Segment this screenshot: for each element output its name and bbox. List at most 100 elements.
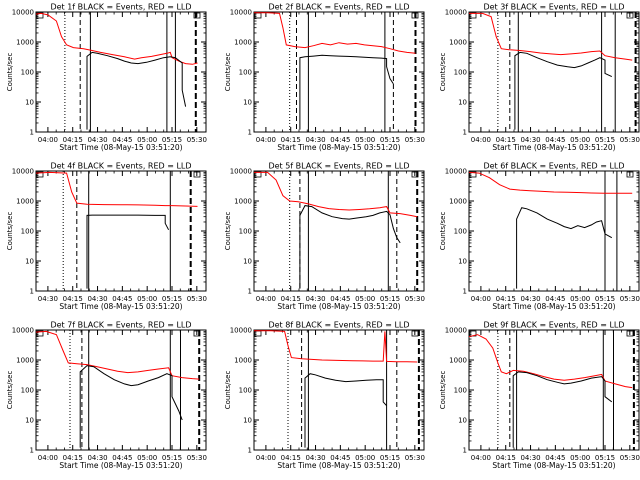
y-axis-label: Counts/sec (439, 53, 447, 92)
y-tick-label: 10 (458, 99, 467, 107)
y-tick-label: 1000 (234, 198, 252, 206)
x-tick-label: 05:00 (570, 454, 590, 462)
x-tick-label: 05:15 (162, 136, 182, 144)
x-tick-label: 05:15 (162, 295, 182, 303)
x-tick-label: 05:30 (187, 136, 207, 144)
x-axis-label: Start Time (08-May-15 03:51:20) (277, 461, 400, 470)
y-tick-label: 10000 (12, 327, 34, 335)
x-tick-label: 04:30 (305, 136, 325, 144)
x-tick-label: 04:30 (38, 295, 58, 303)
y-tick-label: 10000 (230, 327, 252, 335)
series-line-events (514, 51, 613, 130)
y-tick-label: 1 (463, 288, 467, 296)
y-tick-label: 1 (30, 288, 34, 296)
plot-frame (35, 170, 207, 292)
corner-marker (626, 12, 634, 19)
y-tick-label: 10000 (445, 168, 467, 176)
x-tick-label: 04:15 (496, 136, 516, 144)
x-tick-label: 04:15 (281, 295, 301, 303)
x-tick-label: 05:30 (405, 454, 425, 462)
x-tick-label: 05:15 (595, 295, 615, 303)
x-tick-label: 05:15 (162, 454, 182, 462)
x-axis-label: Start Time (08-May-15 03:51:20) (277, 143, 400, 152)
series-line-lld (468, 334, 633, 389)
series-line-events (516, 207, 613, 289)
y-tick-label: 1000 (449, 39, 467, 47)
series-line-events (304, 373, 387, 448)
x-tick-label: 05:15 (380, 295, 400, 303)
x-tick-label: 04:45 (330, 295, 350, 303)
corner-marker (411, 330, 419, 337)
x-tick-label: 04:30 (520, 454, 540, 462)
y-tick-label: 100 (239, 228, 252, 236)
series-line-events (299, 54, 394, 130)
chart-panel: Det 2f BLACK = Events, RED = LLD 1 10 100 10… (224, 3, 425, 153)
y-tick-label: 100 (21, 387, 34, 395)
chart-title: Det 8f BLACK = Events, RED = LLD (268, 321, 409, 330)
chart-title: Det 9f BLACK = Events, RED = LLD (483, 321, 624, 330)
y-tick-label: 10 (243, 417, 252, 425)
y-tick-label: 100 (239, 69, 252, 77)
x-tick-label: 04:00 (256, 454, 276, 462)
x-tick-label: 04:45 (330, 136, 350, 144)
x-tick-label: 04:00 (256, 295, 276, 303)
series-line-lld (254, 171, 418, 218)
series-line-events (79, 365, 183, 448)
x-tick-label: 05:00 (355, 295, 375, 303)
series-line-lld (468, 171, 633, 194)
chart-panel: Det 9f BLACK = Events, RED = LLD 1 10 100 10… (439, 321, 640, 471)
chart-panel: Det 4f BLACK = Events, RED = LLD 1 10 100 10… (6, 162, 207, 312)
chart-title: Det 3f BLACK = Events, RED = LLD (483, 3, 624, 12)
corner-marker (193, 171, 201, 178)
x-tick-label: 05:00 (355, 136, 375, 144)
corner-marker (626, 171, 634, 178)
chart-title: Det 5f BLACK = Events, RED = LLD (268, 162, 409, 171)
y-axis-label: Counts/sec (439, 212, 447, 251)
x-axis-label: Start Time (08-May-15 03:51:20) (277, 302, 400, 311)
y-tick-label: 10 (243, 99, 252, 107)
corner-marker (626, 330, 634, 337)
x-tick-label: 05:15 (595, 136, 615, 144)
x-tick-label: 04:30 (87, 136, 107, 144)
series-line-lld (469, 12, 633, 61)
y-axis-label: Counts/sec (6, 371, 14, 410)
series-line-lld (35, 171, 198, 207)
y-tick-label: 10000 (445, 327, 467, 335)
x-axis-label: Start Time (08-May-15 03:51:20) (492, 461, 615, 470)
y-axis-label: Counts/sec (6, 212, 14, 251)
x-tick-label: 04:00 (38, 136, 58, 144)
x-tick-label: 05:30 (620, 295, 640, 303)
x-tick-label: 04:15 (63, 136, 83, 144)
chart-panel: Det 3f BLACK = Events, RED = LLD 1 10 100 10… (439, 3, 640, 153)
x-tick-label: 04:30 (305, 454, 325, 462)
x-tick-label: 05:30 (187, 295, 207, 303)
series-line-lld (254, 330, 418, 363)
x-axis-label: Start Time (08-May-15 03:51:20) (59, 302, 182, 311)
y-axis-label: Counts/sec (439, 371, 447, 410)
x-tick-label: 04:30 (87, 454, 107, 462)
x-tick-label: 05:00 (570, 295, 590, 303)
x-tick-label: 04:30 (520, 136, 540, 144)
series-line-lld (35, 12, 198, 65)
x-tick-label: 05:00 (137, 295, 157, 303)
plot-frame (35, 11, 207, 133)
y-tick-label: 1 (248, 288, 252, 296)
x-tick-label: 05:30 (620, 136, 640, 144)
chart-panel: Det 6f BLACK = Events, RED = LLD 1 10 100 10… (439, 162, 640, 312)
x-axis-label: Start Time (08-May-15 03:51:20) (59, 461, 182, 470)
y-tick-label: 100 (454, 69, 467, 77)
series-line-lld (254, 12, 416, 54)
y-axis-label: Counts/sec (224, 212, 232, 251)
corner-marker (36, 330, 44, 337)
x-tick-label: 05:00 (355, 454, 375, 462)
y-tick-label: 10000 (12, 168, 34, 176)
chart-title: Det 2f BLACK = Events, RED = LLD (268, 3, 409, 12)
y-tick-label: 1 (248, 447, 252, 455)
y-axis-label: Counts/sec (224, 53, 232, 92)
x-tick-label: 04:30 (305, 295, 325, 303)
y-tick-label: 1000 (234, 39, 252, 47)
x-tick-label: 04:30 (520, 295, 540, 303)
chart-title: Det 7f BLACK = Events, RED = LLD (50, 321, 191, 330)
y-tick-label: 100 (454, 387, 467, 395)
